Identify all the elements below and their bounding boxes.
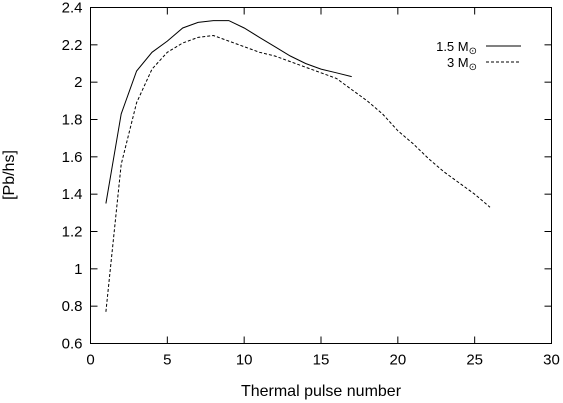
x-tick-label: 10 bbox=[236, 352, 253, 369]
x-axis-title: Thermal pulse number bbox=[241, 383, 402, 400]
y-tick-label: 0.6 bbox=[62, 336, 83, 353]
legend-series-name: 1.5 M bbox=[436, 39, 469, 54]
y-tick-label: 2.4 bbox=[62, 0, 83, 17]
y-tick-label: 2 bbox=[74, 74, 82, 91]
y-tick-label: 0.8 bbox=[62, 298, 83, 315]
series-line-2 bbox=[105, 34, 491, 312]
y-tick-label: 1.2 bbox=[62, 224, 83, 241]
y-tick-label: 1 bbox=[74, 261, 82, 278]
legend: 1.5 M⊙3 M⊙ bbox=[436, 39, 521, 73]
x-tick-label: 20 bbox=[389, 352, 406, 369]
sun-symbol-icon: ⊙ bbox=[469, 62, 477, 73]
y-tick-label: 1.6 bbox=[62, 149, 83, 166]
legend-series-name: 3 M bbox=[447, 55, 469, 70]
y-axis-title: [Pb/hs] bbox=[1, 150, 18, 200]
y-tick-label: 2.2 bbox=[62, 37, 83, 54]
plot-frame bbox=[90, 7, 552, 344]
y-axis: 0.6 0.8 1 1.2 1.4 1.6 1.8 2 2.2 2.4 bbox=[62, 0, 552, 353]
x-axis: 0 5 10 15 20 25 30 bbox=[86, 7, 560, 369]
series-line-1 bbox=[105, 20, 352, 204]
y-tick-label: 1.4 bbox=[62, 186, 83, 203]
plot-area bbox=[90, 7, 552, 344]
x-tick-label: 5 bbox=[163, 352, 171, 369]
legend-label-2: 3 M⊙ bbox=[447, 55, 477, 73]
series-lines bbox=[105, 20, 491, 312]
x-tick-label: 15 bbox=[313, 352, 330, 369]
y-tick-label: 1.8 bbox=[62, 112, 83, 129]
legend-label-1: 1.5 M⊙ bbox=[436, 39, 477, 57]
x-tick-label: 30 bbox=[543, 352, 560, 369]
x-tick-label: 25 bbox=[466, 352, 483, 369]
sun-symbol-icon: ⊙ bbox=[469, 46, 477, 57]
x-tick-label: 0 bbox=[86, 352, 94, 369]
